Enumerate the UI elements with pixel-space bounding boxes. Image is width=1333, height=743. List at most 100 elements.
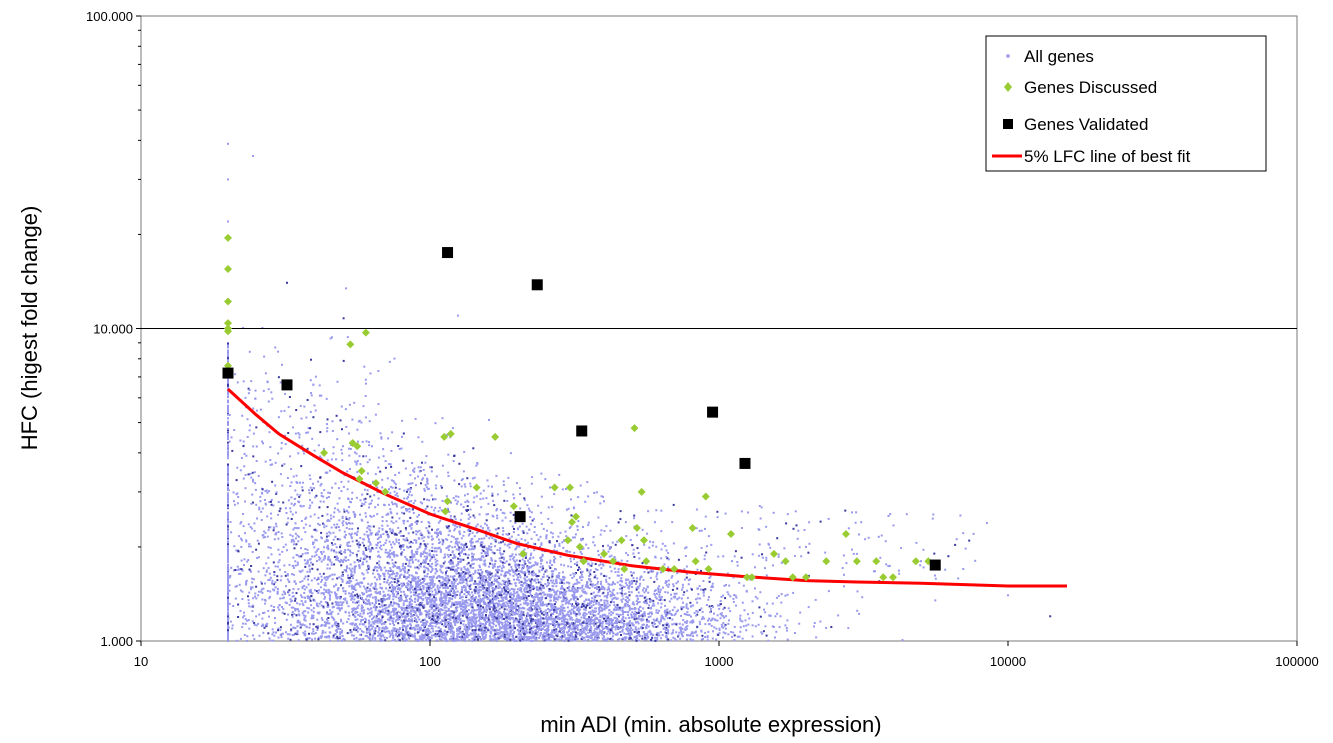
all-genes-point xyxy=(612,618,615,621)
all-genes-point xyxy=(751,611,754,614)
all-genes-point xyxy=(227,571,229,574)
all-genes-point xyxy=(227,637,229,640)
all-genes-point xyxy=(320,552,323,555)
all-genes-point xyxy=(302,505,305,507)
all-genes-point xyxy=(636,603,639,606)
all-genes-point xyxy=(529,554,532,557)
all-genes-point xyxy=(573,591,576,594)
all-genes-point xyxy=(411,541,414,544)
all-genes-point xyxy=(528,561,531,564)
all-genes-point xyxy=(582,588,585,591)
all-genes-point xyxy=(405,633,408,636)
all-genes-point xyxy=(292,475,295,478)
all-genes-point xyxy=(395,503,398,506)
all-genes-point xyxy=(901,639,904,642)
all-genes-point xyxy=(429,595,432,598)
all-genes-point xyxy=(680,588,683,591)
all-genes-point xyxy=(574,612,577,614)
all-genes-point xyxy=(516,595,519,598)
all-genes-point xyxy=(459,597,461,600)
all-genes-point xyxy=(754,587,756,590)
all-genes-point xyxy=(430,538,433,541)
all-genes-point xyxy=(665,634,668,637)
all-genes-point xyxy=(520,538,523,541)
all-genes-point xyxy=(416,588,419,591)
all-genes-point xyxy=(646,585,649,588)
all-genes-point xyxy=(739,626,742,629)
all-genes-point xyxy=(694,598,697,601)
all-genes-point xyxy=(402,538,405,541)
all-genes-point xyxy=(474,634,477,637)
all-genes-point xyxy=(391,552,393,555)
all-genes-point xyxy=(227,513,229,516)
all-genes-point xyxy=(445,610,448,613)
all-genes-point xyxy=(496,610,499,613)
all-genes-point xyxy=(345,287,347,290)
all-genes-point xyxy=(408,611,411,614)
all-genes-point xyxy=(271,628,274,631)
all-genes-point xyxy=(249,424,251,427)
all-genes-point xyxy=(654,619,657,622)
all-genes-point xyxy=(401,626,404,629)
all-genes-point xyxy=(743,609,746,612)
all-genes-point xyxy=(607,630,610,633)
all-genes-point xyxy=(273,634,276,637)
all-genes-point xyxy=(584,639,587,642)
all-genes-point xyxy=(340,618,342,621)
all-genes-point xyxy=(304,548,307,550)
all-genes-point xyxy=(369,514,372,517)
all-genes-point xyxy=(528,573,531,576)
all-genes-point xyxy=(289,485,292,488)
all-genes-point xyxy=(284,574,287,577)
all-genes-point xyxy=(292,543,295,546)
all-genes-point xyxy=(645,589,647,592)
all-genes-point xyxy=(636,547,639,550)
all-genes-point xyxy=(721,625,724,628)
all-genes-point xyxy=(708,577,711,579)
all-genes-point xyxy=(303,588,306,591)
all-genes-point xyxy=(578,581,581,584)
all-genes-point xyxy=(602,638,605,641)
all-genes-point xyxy=(342,317,345,320)
all-genes-point xyxy=(413,632,416,635)
all-genes-point xyxy=(766,602,769,605)
all-genes-point xyxy=(416,584,419,587)
all-genes-point xyxy=(515,574,518,577)
all-genes-point xyxy=(227,560,229,563)
all-genes-point xyxy=(735,596,738,599)
all-genes-point xyxy=(338,631,341,634)
all-genes-point xyxy=(445,570,448,572)
all-genes-point xyxy=(479,558,482,561)
all-genes-point xyxy=(302,450,305,452)
all-genes-point xyxy=(361,502,364,505)
all-genes-point xyxy=(501,587,503,590)
all-genes-point xyxy=(312,607,315,610)
all-genes-point xyxy=(277,416,280,419)
all-genes-point xyxy=(440,486,443,489)
all-genes-point xyxy=(247,523,250,526)
all-genes-point xyxy=(392,589,395,592)
all-genes-point xyxy=(452,460,455,463)
all-genes-point xyxy=(391,631,394,634)
all-genes-point xyxy=(393,595,396,598)
all-genes-point xyxy=(287,406,290,409)
all-genes-point xyxy=(855,552,858,555)
all-genes-point xyxy=(361,572,364,575)
all-genes-point xyxy=(475,621,477,624)
all-genes-point xyxy=(598,603,601,606)
all-genes-point xyxy=(453,581,456,584)
all-genes-point xyxy=(670,576,673,579)
all-genes-point xyxy=(289,415,292,418)
all-genes-point xyxy=(568,585,571,588)
all-genes-point xyxy=(227,517,229,520)
all-genes-point xyxy=(666,591,669,594)
all-genes-point xyxy=(696,625,699,628)
all-genes-point xyxy=(374,413,377,416)
all-genes-point xyxy=(419,565,422,568)
all-genes-point xyxy=(267,529,270,532)
all-genes-point xyxy=(505,632,508,635)
all-genes-point xyxy=(294,609,297,612)
all-genes-point xyxy=(480,544,483,546)
all-genes-point xyxy=(583,622,586,624)
all-genes-point xyxy=(672,629,675,632)
